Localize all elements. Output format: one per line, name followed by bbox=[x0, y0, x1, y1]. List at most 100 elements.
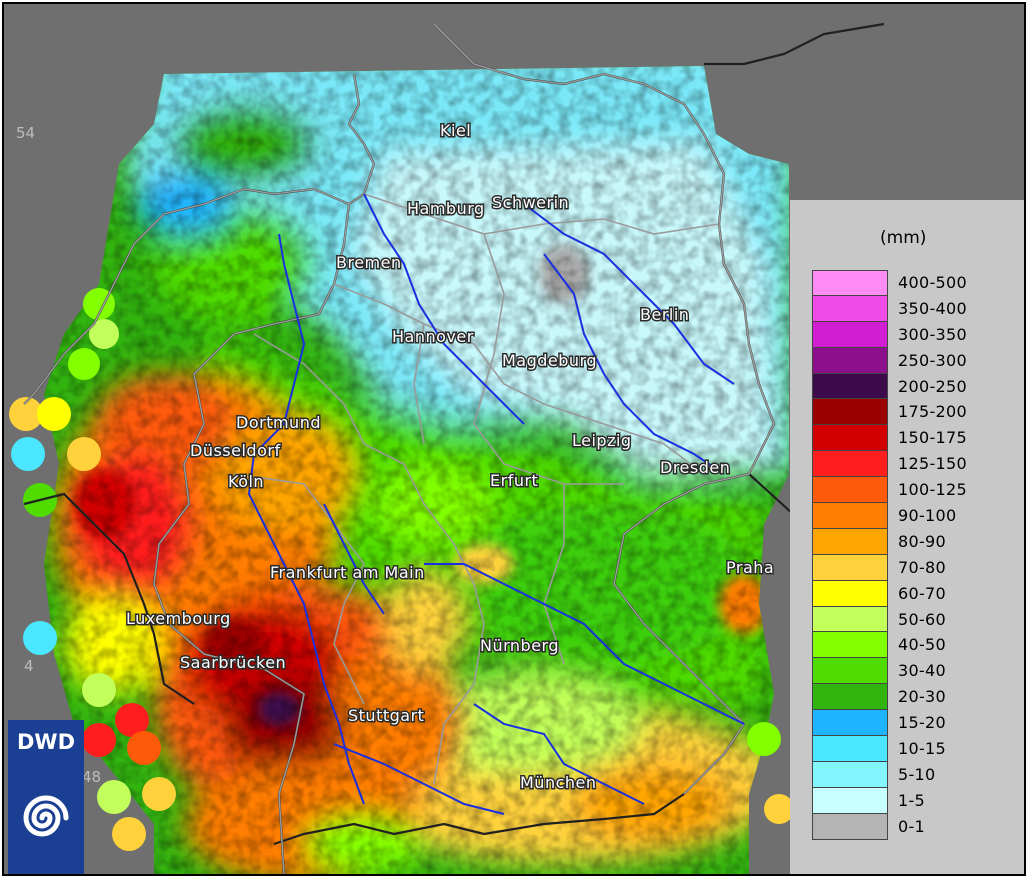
admin-borders bbox=[23, 23, 775, 874]
legend-swatch bbox=[812, 761, 888, 788]
legend-label: 50-60 bbox=[898, 609, 946, 629]
legend-swatch bbox=[812, 632, 888, 659]
legend-row: 125-150 bbox=[812, 451, 1012, 478]
legend-label: 100-125 bbox=[898, 480, 967, 500]
legend-row: 100-125 bbox=[812, 477, 1012, 504]
legend-label: 350-400 bbox=[898, 298, 967, 318]
legend-row: 70-80 bbox=[812, 554, 1012, 581]
legend-swatch bbox=[812, 373, 888, 400]
dwd-logo: DWD bbox=[8, 720, 84, 874]
legend-swatch bbox=[812, 684, 888, 711]
city-label-bremen: Bremen bbox=[336, 253, 402, 272]
legend-row: 175-200 bbox=[812, 399, 1012, 426]
legend-row: 60-70 bbox=[812, 580, 1012, 607]
legend-swatch bbox=[812, 270, 888, 296]
legend-swatch bbox=[812, 528, 888, 555]
city-label-schwerin: Schwerin bbox=[492, 193, 569, 212]
city-label-praha: Praha bbox=[726, 558, 774, 577]
city-label-koeln: Köln bbox=[228, 472, 264, 491]
precipitation-map: 54 4 48 Kiel Hamburg Schwerin Bremen Ber… bbox=[4, 4, 1024, 874]
legend-swatch bbox=[812, 606, 888, 633]
swirl-icon bbox=[23, 795, 69, 837]
legend-label: 40-50 bbox=[898, 635, 946, 655]
city-label-stuttgart: Stuttgart bbox=[348, 706, 424, 725]
legend-row: 1-5 bbox=[812, 787, 1012, 814]
legend-label: 300-350 bbox=[898, 324, 967, 344]
city-label-duesseldorf: Düsseldorf bbox=[190, 441, 281, 460]
legend-swatch bbox=[812, 580, 888, 607]
legend-row: 200-250 bbox=[812, 373, 1012, 400]
city-label-dortmund: Dortmund bbox=[236, 413, 321, 432]
city-label-kiel: Kiel bbox=[440, 121, 471, 140]
precipitation-field bbox=[44, 66, 789, 874]
legend-label: 60-70 bbox=[898, 583, 946, 603]
legend-row: 250-300 bbox=[812, 347, 1012, 374]
city-label-magdeburg: Magdeburg bbox=[502, 351, 597, 370]
legend-swatch bbox=[812, 710, 888, 737]
legend-row: 5-10 bbox=[812, 761, 1012, 788]
legend-panel: (mm) 400-500 350-400 300-350 250-300 200-250… bbox=[790, 200, 1024, 874]
legend-swatch bbox=[812, 503, 888, 529]
legend-label: 5-10 bbox=[898, 764, 936, 784]
legend-swatch bbox=[812, 425, 888, 452]
legend-swatch bbox=[812, 787, 888, 814]
legend-swatch bbox=[812, 295, 888, 322]
legend-label: 15-20 bbox=[898, 713, 946, 733]
dwd-logo-text: DWD bbox=[16, 730, 76, 754]
legend-swatch bbox=[812, 399, 888, 426]
legend-label: 10-15 bbox=[898, 739, 946, 759]
legend-swatch bbox=[812, 736, 888, 762]
legend-list: 400-500 350-400 300-350 250-300 200-250 175-2… bbox=[812, 270, 1012, 840]
legend-row: 150-175 bbox=[812, 425, 1012, 452]
legend-swatch bbox=[812, 554, 888, 581]
city-label-saarbruecken: Saarbrücken bbox=[180, 653, 286, 672]
legend-label: 30-40 bbox=[898, 661, 946, 681]
legend-label: 0-1 bbox=[898, 816, 926, 836]
city-label-hannover: Hannover bbox=[392, 327, 474, 346]
legend-row: 80-90 bbox=[812, 528, 1012, 555]
legend-row: 10-15 bbox=[812, 736, 1012, 762]
legend-swatch bbox=[812, 658, 888, 685]
city-label-leipzig: Leipzig bbox=[572, 431, 632, 450]
legend-label: 150-175 bbox=[898, 428, 967, 448]
city-label-muenchen: München bbox=[520, 773, 597, 792]
rivers bbox=[247, 193, 745, 815]
city-label-luxembourg: Luxembourg bbox=[126, 609, 231, 628]
lat-label-54: 54 bbox=[16, 124, 35, 142]
city-label-nuernberg: Nürnberg bbox=[480, 636, 559, 655]
city-label-erfurt: Erfurt bbox=[490, 471, 538, 490]
legend-label: 70-80 bbox=[898, 557, 946, 577]
legend-row: 20-30 bbox=[812, 684, 1012, 711]
legend-label: 125-150 bbox=[898, 454, 967, 474]
legend-swatch bbox=[812, 477, 888, 504]
legend-swatch bbox=[812, 347, 888, 374]
city-label-dresden: Dresden bbox=[660, 458, 730, 477]
legend-row: 350-400 bbox=[812, 295, 1012, 322]
city-label-hamburg: Hamburg bbox=[407, 199, 485, 218]
legend-label: 90-100 bbox=[898, 506, 957, 526]
city-label-berlin: Berlin bbox=[640, 305, 689, 324]
legend-unit: (mm) bbox=[880, 228, 927, 248]
legend-row: 90-100 bbox=[812, 503, 1012, 529]
legend-row: 15-20 bbox=[812, 710, 1012, 737]
legend-row: 40-50 bbox=[812, 632, 1012, 659]
legend-label: 400-500 bbox=[898, 273, 967, 292]
lat-label-4: 4 bbox=[24, 657, 34, 675]
radar-edge-stamps bbox=[9, 288, 794, 851]
legend-label: 80-90 bbox=[898, 531, 946, 551]
legend-row: 300-350 bbox=[812, 321, 1012, 348]
legend-label: 1-5 bbox=[898, 790, 926, 810]
legend-swatch bbox=[812, 813, 888, 840]
legend-row: 30-40 bbox=[812, 658, 1012, 685]
legend-label: 250-300 bbox=[898, 350, 967, 370]
legend-row: 50-60 bbox=[812, 606, 1012, 633]
legend-label: 175-200 bbox=[898, 402, 967, 422]
legend-row: 400-500 bbox=[812, 270, 1012, 296]
legend-swatch bbox=[812, 451, 888, 478]
city-label-frankfurt: Frankfurt am Main bbox=[270, 563, 425, 582]
legend-label: 20-30 bbox=[898, 687, 946, 707]
legend-swatch bbox=[812, 321, 888, 348]
legend-label: 200-250 bbox=[898, 376, 967, 396]
lat-label-48: 48 bbox=[82, 768, 101, 786]
